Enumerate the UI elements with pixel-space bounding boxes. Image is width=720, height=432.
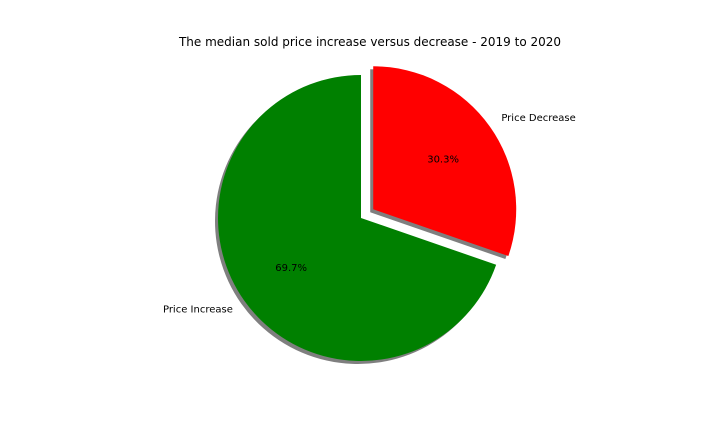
slice-price-decrease [373,66,517,257]
chart-title: The median sold price increase versus de… [178,35,562,49]
slices [217,66,517,361]
pct-label-price-decrease: 30.3% [427,155,459,166]
category-label-price-decrease: Price Decrease [501,113,575,124]
slice-labels: 30.3% Price Decrease 69.7% Price Increase [163,113,576,315]
category-label-price-increase: Price Increase [163,304,233,315]
pct-label-price-increase: 69.7% [275,263,307,274]
slice-price-increase [217,75,497,361]
